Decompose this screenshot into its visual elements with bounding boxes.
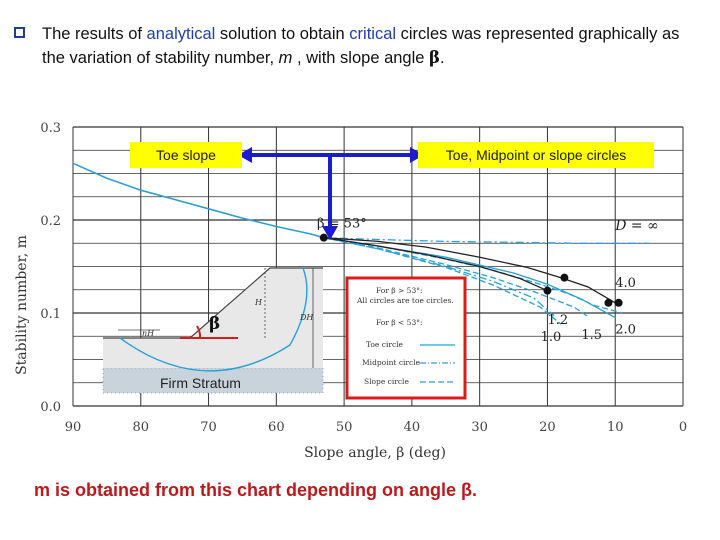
beta-arc xyxy=(196,325,202,339)
chart-ticks: 90 80 70 60 50 40 30 20 10 0 0.0 0.1 0.2 0.3 xyxy=(40,121,687,435)
series-line xyxy=(323,237,548,292)
heading-critical: critical xyxy=(349,25,397,43)
x-tick-label: 90 xyxy=(65,420,82,435)
series-line xyxy=(323,237,555,317)
x-tick-label: 0 xyxy=(679,420,687,435)
chart-annotation: 1.0 xyxy=(541,330,562,345)
data-point xyxy=(543,286,552,295)
data-point xyxy=(560,273,569,282)
legend-line3: For β < 53°: xyxy=(376,318,423,327)
y-tick-label: 0.2 xyxy=(40,214,61,229)
heading-part4: , with slope angle xyxy=(292,49,430,67)
chart-points xyxy=(319,233,623,307)
legend-line2: All circles are toe circles. xyxy=(356,296,454,305)
legend-slope: Slope circle xyxy=(364,377,409,386)
slope-inset: H DH nH β Firm Stratum xyxy=(102,267,324,394)
y-tick-label: 0.1 xyxy=(40,307,61,322)
footer-note-text: m is obtained from this chart depending … xyxy=(34,480,478,500)
series-line xyxy=(72,162,325,239)
chart-annotation: 2.0 xyxy=(615,322,636,337)
chart-series xyxy=(72,162,650,325)
heading-beta: β xyxy=(429,48,441,67)
callout-arrows xyxy=(238,147,424,240)
firm-stratum-label: Firm Stratum xyxy=(160,375,241,391)
slip-circle xyxy=(119,267,308,372)
firm-stratum-band xyxy=(103,368,323,393)
chart-annotation: D = ∞ xyxy=(614,218,659,234)
arrow-head-down-icon xyxy=(322,226,338,240)
chart-annotation: 4.0 xyxy=(615,276,636,291)
toe-mid-slope-callout: Toe, Midpoint or slope circles xyxy=(418,142,654,168)
y-tick-label: 0.0 xyxy=(40,400,61,415)
inset-nh-label: nH xyxy=(142,329,155,338)
chart-annotation: 1.2 xyxy=(547,313,568,328)
x-tick-label: 50 xyxy=(336,420,353,435)
x-tick-label: 10 xyxy=(607,420,624,435)
toe-slope-callout: Toe slope xyxy=(130,142,242,168)
y-tick-label: 0.3 xyxy=(40,121,61,136)
legend-line1: For β > 53°: xyxy=(376,286,423,295)
x-tick-label: 30 xyxy=(471,420,488,435)
legend-toe: Toe circle xyxy=(366,340,404,349)
heading-part3: circles was represented graphically as t… xyxy=(42,25,680,67)
data-point xyxy=(614,298,623,307)
series-line xyxy=(323,237,650,244)
heading-var-m: m xyxy=(278,49,293,67)
beta-symbol: β xyxy=(209,314,220,334)
heading-bullet: The results of analytical solution to ob… xyxy=(14,22,704,70)
x-axis-label: Slope angle, β (deg) xyxy=(304,445,446,461)
heading-text: The results of analytical solution to ob… xyxy=(42,22,704,70)
y-axis-label: Stability number, m xyxy=(14,235,30,375)
x-tick-label: 20 xyxy=(539,420,556,435)
arrow-head-right-icon xyxy=(410,147,424,163)
footer-note: m is obtained from this chart depending … xyxy=(34,480,477,501)
slope-surface xyxy=(103,267,323,339)
arrow-head-left-icon xyxy=(238,147,252,163)
inset-h-label: H xyxy=(254,298,263,307)
legend-frame xyxy=(345,276,467,400)
x-tick-label: 70 xyxy=(200,420,217,435)
series-line xyxy=(323,237,562,325)
stability-chart: 90 80 70 60 50 40 30 20 10 00.00.10.20.3 β = 53° D… xyxy=(14,121,687,461)
x-tick-label: 80 xyxy=(133,420,150,435)
inset-dh-label: DH xyxy=(299,313,314,322)
heading-period: . xyxy=(440,49,445,67)
series-line xyxy=(323,237,589,318)
chart-annotation: 1.5 xyxy=(581,328,602,343)
heading-analytical: analytical xyxy=(146,25,216,43)
legend-mid: Midpoint circle xyxy=(362,358,421,367)
data-point xyxy=(604,298,613,307)
x-tick-label: 40 xyxy=(404,420,421,435)
checkbox-bullet-icon xyxy=(14,27,25,38)
data-point xyxy=(319,233,328,242)
legend: For β > 53°: All circles are toe circles… xyxy=(345,276,467,400)
firm-stratum-texture xyxy=(102,367,324,394)
x-tick-label: 60 xyxy=(268,420,285,435)
heading-part1: The results of xyxy=(42,25,147,43)
series-line xyxy=(323,237,616,304)
heading-part2: solution to obtain xyxy=(215,25,350,43)
